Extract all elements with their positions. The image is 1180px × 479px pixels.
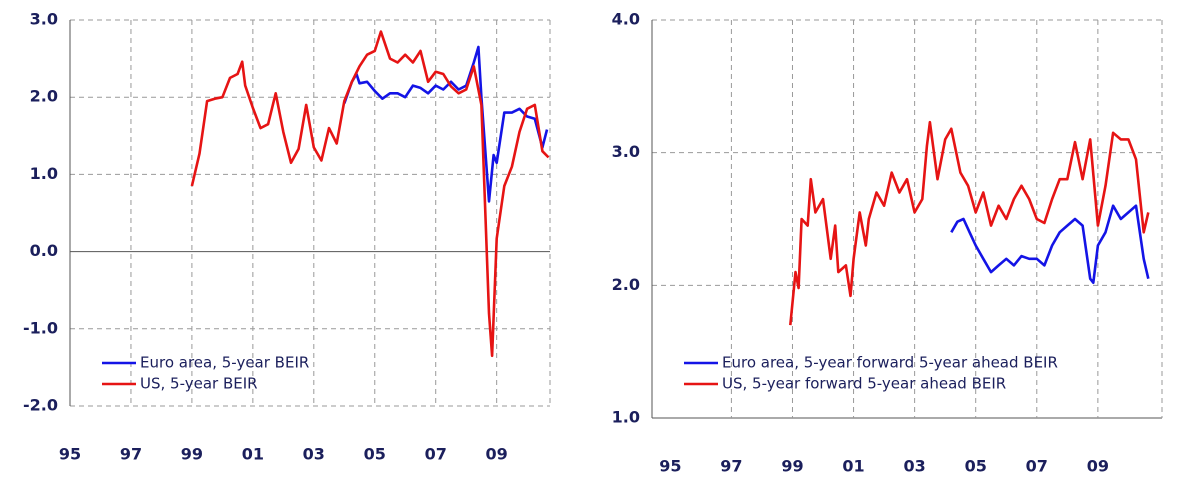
series-line (789, 120, 1150, 326)
y-tick-label: 1.0 (612, 408, 640, 427)
x-tick-label: 07 (425, 445, 447, 464)
x-tick-label: 09 (486, 445, 508, 464)
y-tick-label: 1.0 (30, 164, 58, 183)
x-tick-label: 99 (181, 445, 203, 464)
y-tick-label: -2.0 (23, 396, 58, 415)
x-tick-label: 05 (965, 457, 987, 476)
x-tick-label: 03 (303, 445, 325, 464)
legend-label: Euro area, 5-year forward 5-year ahead B… (722, 354, 1058, 372)
y-tick-label: 3.0 (612, 142, 640, 161)
legend-label: US, 5-year BEIR (140, 375, 258, 393)
x-tick-label: 95 (659, 457, 681, 476)
y-tick-label: 0.0 (30, 241, 58, 260)
x-tick-label: 03 (904, 457, 926, 476)
series-line (343, 45, 549, 203)
y-tick-label: 4.0 (612, 10, 640, 29)
legend-label: US, 5-year forward 5-year ahead BEIR (722, 375, 1006, 393)
x-tick-label: 09 (1087, 457, 1109, 476)
x-tick-label: 99 (781, 457, 803, 476)
x-tick-label: 01 (242, 445, 264, 464)
x-tick-label: 97 (720, 457, 742, 476)
series-line (190, 30, 550, 358)
y-tick-label: -1.0 (23, 318, 58, 337)
y-tick-label: 2.0 (30, 87, 58, 106)
series-line (950, 204, 1150, 284)
x-tick-label: 05 (364, 445, 386, 464)
legend-label: Euro area, 5-year BEIR (140, 354, 309, 372)
x-tick-label: 07 (1026, 457, 1048, 476)
y-tick-label: 3.0 (30, 10, 58, 29)
y-tick-label: 2.0 (612, 275, 640, 294)
x-tick-label: 95 (59, 445, 81, 464)
x-tick-label: 97 (120, 445, 142, 464)
x-tick-label: 01 (842, 457, 864, 476)
